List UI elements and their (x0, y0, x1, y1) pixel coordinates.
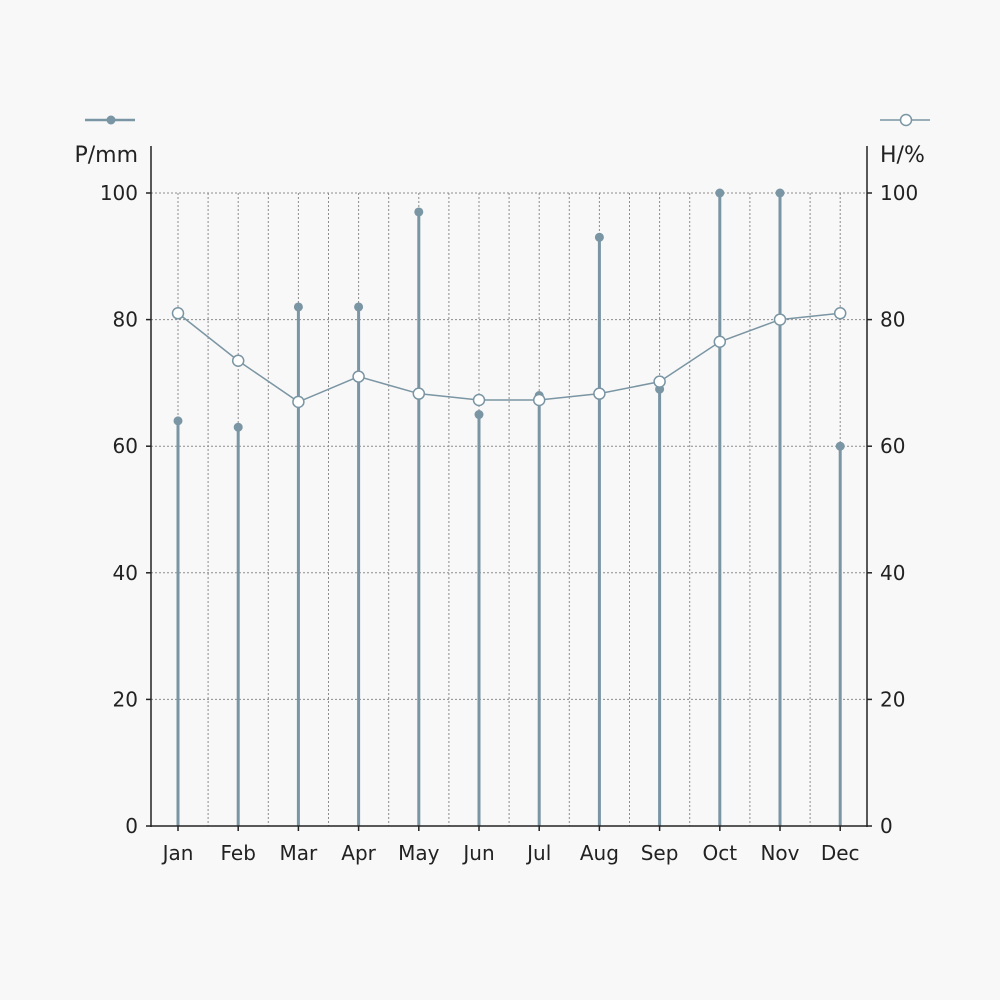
grid (151, 192, 867, 826)
humidity-point (653, 375, 666, 388)
humidity-point (171, 307, 185, 320)
legend-precipitation-marker (106, 115, 116, 125)
legend (85, 113, 930, 127)
precipitation-point (293, 302, 303, 312)
humidity-point (713, 335, 727, 349)
humidity-line-layer (171, 307, 847, 409)
x-axis-tick-label: Dec (821, 841, 860, 865)
left-axis-tick-label: 0 (125, 814, 138, 838)
x-axis-tick-label: Jan (161, 841, 194, 865)
precipitation-point (775, 188, 785, 198)
precipitation-stems (173, 188, 845, 826)
humidity-point (593, 387, 606, 400)
humidity-line (177, 312, 841, 403)
humidity-point (231, 354, 245, 367)
right-axis-title: H/% (880, 143, 925, 168)
humidity-point (472, 393, 486, 407)
x-axis-tick-label: Oct (703, 841, 738, 865)
x-axis-tick-label: Sep (641, 841, 679, 865)
right-axis-tick-label: 60 (880, 434, 905, 458)
humidity-point (833, 307, 847, 320)
precipitation-point (594, 232, 604, 242)
humidity-point (773, 313, 787, 326)
x-axis-tick-label: Apr (341, 841, 376, 865)
right-axis-tick-label: 0 (880, 814, 893, 838)
precipitation-point (173, 416, 183, 426)
right-axis-tick-label: 40 (880, 561, 905, 585)
left-axis-tick-label: 60 (113, 434, 138, 458)
precipitation-point (354, 302, 364, 312)
right-axis-tick-label: 20 (880, 687, 905, 711)
humidity-point (412, 387, 426, 400)
right-axis-tick-label: 80 (880, 308, 905, 332)
precipitation-point (233, 422, 243, 432)
x-axis-tick-label: Aug (580, 841, 619, 865)
left-axis-title: P/mm (74, 143, 138, 168)
left-axis-tick-label: 80 (113, 308, 138, 332)
precipitation-point (835, 441, 845, 451)
x-axis-tick-label: Jun (461, 841, 494, 865)
humidity-point (352, 370, 365, 383)
right-axis-tick-label: 100 (880, 181, 918, 205)
left-axis-tick-label: 100 (100, 181, 138, 205)
precipitation-point (715, 188, 725, 198)
x-axis-tick-label: Jul (525, 841, 551, 865)
left-axis-tick-label: 40 (113, 561, 138, 585)
humidity-point (292, 395, 305, 409)
left-axis-tick-label: 20 (113, 687, 138, 711)
precipitation-point (474, 410, 484, 420)
x-axis-tick-label: May (398, 841, 440, 865)
x-axis-tick-label: Feb (220, 841, 255, 865)
legend-humidity-marker (899, 113, 913, 127)
x-axis-tick-label: Nov (760, 841, 799, 865)
x-axis-tick-label: Mar (280, 841, 319, 865)
axes: P/mm H/% 0 20 40 60 80 100 0 20 40 60 80 100 Jan Feb M… (74, 143, 924, 865)
humidity-point (532, 393, 546, 407)
precipitation-point (414, 207, 424, 217)
